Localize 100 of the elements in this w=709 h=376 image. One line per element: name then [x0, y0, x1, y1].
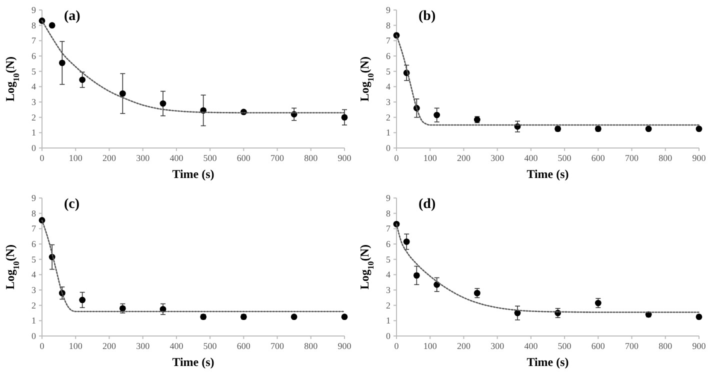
- x-tick-label: 200: [456, 341, 471, 351]
- x-tick-label: 900: [338, 341, 352, 351]
- point: [696, 314, 702, 320]
- x-tick-label: 800: [658, 341, 673, 351]
- y-tick-label: 6: [386, 239, 391, 249]
- point: [79, 296, 86, 304]
- x-tick-label: 100: [423, 341, 438, 351]
- x-tick-label: 800: [304, 153, 318, 163]
- point: [58, 60, 66, 66]
- chart-title: (b): [418, 9, 436, 24]
- x-tick-label: 500: [558, 153, 572, 163]
- y-tick-label: 7: [386, 36, 391, 46]
- x-tick-label: 600: [236, 153, 251, 163]
- x-tick-label: 100: [68, 341, 83, 351]
- y-tick-label: 0: [386, 143, 391, 153]
- x-tick-label: 300: [136, 153, 150, 163]
- y-tick-label: 5: [386, 66, 391, 76]
- x-axis-title: Time (s): [526, 167, 569, 181]
- y-tick-label: 3: [32, 97, 36, 107]
- x-axis-title: Time (s): [526, 355, 569, 369]
- point: [119, 305, 126, 312]
- y-tick-label: 3: [32, 285, 36, 295]
- point: [403, 238, 410, 245]
- x-tick-label: 200: [456, 153, 471, 163]
- x-axis-title: Time (s): [172, 355, 214, 369]
- x-tick-label: 600: [591, 341, 606, 351]
- x-tick-label: 800: [304, 341, 318, 351]
- x-tick-label: 700: [625, 341, 640, 351]
- y-tick-label: 2: [32, 300, 36, 310]
- x-tick-label: 600: [591, 153, 606, 163]
- y-tick-label: 2: [386, 300, 390, 310]
- y-tick-label: 7: [32, 224, 36, 234]
- x-tick-label: 900: [692, 341, 706, 351]
- point: [341, 114, 348, 121]
- x-tick-label: 300: [490, 341, 505, 351]
- y-tick-label: 1: [386, 316, 390, 326]
- point: [434, 112, 440, 118]
- x-tick-label: 700: [270, 153, 285, 163]
- x-tick-label: 100: [68, 153, 83, 163]
- x-tick-label: 500: [203, 341, 218, 351]
- x-tick-label: 400: [170, 341, 184, 351]
- y-tick-label: 1: [386, 128, 390, 138]
- x-tick-label: 500: [203, 153, 218, 163]
- x-tick-label: 400: [524, 153, 538, 163]
- chart-title: (a): [64, 9, 81, 24]
- y-tick-label: 8: [32, 20, 36, 30]
- y-tick-label: 5: [386, 254, 391, 264]
- y-tick-label: 1: [32, 128, 36, 138]
- y-tick-label: 6: [386, 51, 391, 61]
- x-tick-label: 600: [236, 341, 251, 351]
- chart-title: (d): [418, 197, 436, 212]
- y-tick-label: 8: [32, 208, 36, 218]
- y-tick-label: 5: [32, 254, 36, 264]
- x-tick-label: 0: [394, 341, 400, 351]
- y-tick-label: 3: [386, 285, 391, 295]
- x-tick-label: 900: [692, 153, 706, 163]
- x-tick-label: 0: [394, 153, 400, 163]
- y-tick-label: 9: [32, 193, 36, 203]
- y-tick-label: 9: [386, 5, 391, 15]
- y-tick-label: 9: [386, 193, 391, 203]
- x-tick-label: 200: [102, 153, 116, 163]
- point: [474, 290, 480, 296]
- y-tick-label: 2: [32, 112, 36, 122]
- x-tick-label: 900: [338, 153, 352, 163]
- x-axis-title: Time (s): [172, 167, 214, 181]
- point: [119, 90, 126, 97]
- point: [48, 22, 56, 29]
- y-tick-label: 6: [32, 239, 36, 249]
- point: [160, 100, 166, 107]
- y-tick-label: 0: [386, 331, 391, 341]
- y-tick-label: 4: [32, 82, 36, 92]
- y-tick-label: 8: [386, 20, 391, 30]
- chart-title: (c): [64, 197, 80, 212]
- y-tick-label: 5: [32, 66, 36, 76]
- x-tick-label: 700: [625, 153, 640, 163]
- point: [413, 272, 420, 279]
- point: [290, 314, 298, 320]
- point: [696, 126, 702, 132]
- y-tick-label: 2: [386, 112, 390, 122]
- point: [645, 126, 652, 132]
- y-tick-label: 6: [32, 51, 36, 61]
- y-tick-label: 4: [386, 82, 391, 92]
- y-tick-label: 7: [32, 36, 36, 46]
- y-tick-label: 4: [386, 270, 391, 280]
- y-tick-label: 0: [32, 331, 36, 341]
- x-tick-label: 400: [170, 153, 184, 163]
- x-tick-label: 800: [658, 153, 673, 163]
- x-tick-label: 700: [270, 341, 285, 351]
- x-tick-label: 500: [558, 341, 572, 351]
- x-tick-label: 400: [524, 341, 538, 351]
- y-tick-label: 4: [32, 270, 36, 280]
- y-tick-label: 1: [32, 316, 36, 326]
- x-tick-label: 0: [40, 341, 45, 351]
- y-tick-label: 3: [386, 97, 391, 107]
- x-tick-label: 300: [490, 153, 505, 163]
- y-tick-label: 9: [32, 5, 36, 15]
- point: [341, 314, 348, 320]
- y-tick-label: 8: [386, 208, 391, 218]
- x-tick-label: 0: [40, 153, 45, 163]
- point: [594, 300, 602, 306]
